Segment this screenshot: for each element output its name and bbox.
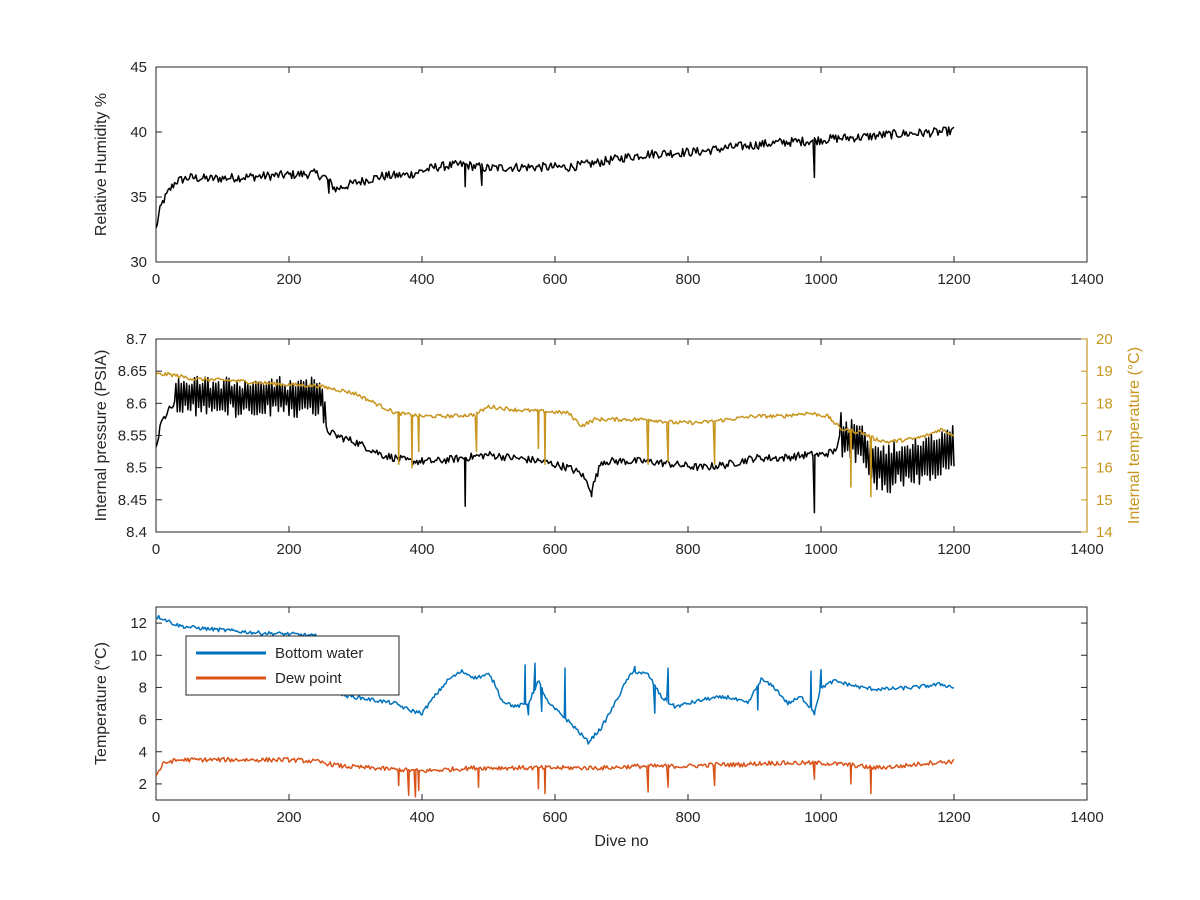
x-tick-label: 200 [276, 271, 301, 288]
y-tick-label: 8 [139, 679, 147, 696]
y-tick-label: 4 [139, 744, 147, 761]
legend-box [185, 635, 400, 696]
y-tick-label: 8.45 [118, 492, 147, 509]
y-tick-label: 12 [130, 615, 147, 632]
x-tick-label: 400 [409, 271, 434, 288]
x-tick-label: 800 [675, 809, 700, 826]
x-tick-label: 600 [542, 541, 567, 558]
series-1-line [156, 371, 955, 498]
x-tick-label: 400 [409, 809, 434, 826]
dew-point-line [156, 756, 955, 798]
x-tick-label: 1400 [1070, 541, 1103, 558]
y-tick-label: 8.5 [126, 460, 147, 477]
y-tick-label: 35 [130, 189, 147, 206]
x-tick-label: 600 [542, 809, 567, 826]
y2-tick-label: 17 [1096, 428, 1113, 445]
x-tick-label: 0 [152, 271, 160, 288]
x-tick-label: 400 [409, 541, 434, 558]
y2-tick-label: 14 [1096, 524, 1113, 541]
y-axis-label: Internal pressure (PSIA) [93, 350, 110, 522]
humidity-panel: 0 200 400 600 800 1000 1200 1400 30 35 40 45 Relativ… [93, 59, 1104, 288]
y-tick-label: 8.55 [118, 428, 147, 445]
series-0-line [156, 126, 955, 229]
pressure-temperature-panel: 0 200 400 600 800 1000 1200 1400 8.4 8.45 8.5 8.55 8… [93, 331, 1143, 558]
x-tick-label: 800 [675, 271, 700, 288]
y-tick-label: 8.7 [126, 331, 147, 348]
legend-label: Dew point [275, 670, 343, 687]
y-tick-label: 2 [139, 776, 147, 793]
plot-area-frame [155, 66, 1088, 263]
x-tick-label: 1000 [804, 541, 837, 558]
x-tick-label: 600 [542, 271, 567, 288]
x-tick-label: 800 [675, 541, 700, 558]
y-axis-label: Temperature (°C) [93, 642, 110, 765]
bottom-water-line [156, 614, 955, 745]
right-axis-label: Internal temperature (°C) [1126, 347, 1143, 524]
x-tick-label: 0 [152, 541, 160, 558]
y2-tick-label: 15 [1096, 492, 1113, 509]
x-tick-label: 1400 [1070, 809, 1103, 826]
y-tick-label: 8.4 [126, 524, 147, 541]
y-tick-label: 8.6 [126, 395, 147, 412]
y2-tick-label: 19 [1096, 363, 1113, 380]
x-tick-label: 1200 [937, 271, 970, 288]
y-tick-label: 30 [130, 254, 147, 271]
y2-tick-label: 16 [1096, 460, 1113, 477]
x-tick-label: 200 [276, 809, 301, 826]
y-tick-label: 40 [130, 124, 147, 141]
y-tick-label: 8.65 [118, 363, 147, 380]
x-tick-label: 1200 [937, 809, 970, 826]
y-tick-label: 10 [130, 647, 147, 664]
x-tick-label: 1000 [804, 809, 837, 826]
x-axis-label: Dive no [594, 833, 648, 850]
x-tick-label: 200 [276, 541, 301, 558]
y-axis-label: Relative Humidity % [93, 93, 110, 236]
water-temperature-panel: 0 200 400 600 800 1000 1200 1400 2 4 6 8 10 12 Tempera… [93, 606, 1104, 850]
y-tick-label: 6 [139, 712, 147, 729]
x-tick-label: 1200 [937, 541, 970, 558]
y2-tick-label: 20 [1096, 331, 1113, 348]
x-tick-label: 0 [152, 809, 160, 826]
legend-label: Bottom water [275, 645, 363, 662]
x-tick-label: 1000 [804, 271, 837, 288]
y-tick-label: 45 [130, 59, 147, 76]
series-0-line [156, 375, 955, 514]
x-tick-label: 1400 [1070, 271, 1103, 288]
y2-tick-label: 18 [1096, 395, 1113, 412]
